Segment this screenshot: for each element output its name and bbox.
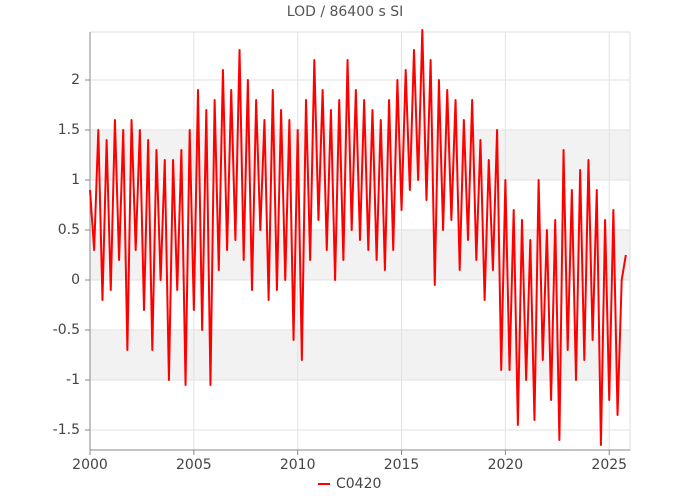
x-tick-label: 2020	[488, 457, 524, 473]
y-tick-label: 0	[71, 272, 80, 288]
y-tick-label: 1.5	[58, 122, 80, 138]
x-tick-label: 2000	[72, 457, 108, 473]
chart-title: LOD / 86400 s SI	[287, 4, 403, 20]
x-tick-label: 2025	[591, 457, 627, 473]
legend-label: C0420	[336, 476, 381, 492]
x-tick-label: 2010	[280, 457, 316, 473]
data-line	[89, 29, 627, 446]
y-tick-label: 0.5	[58, 222, 80, 238]
grid-band	[90, 130, 630, 180]
y-tick-label: 2	[71, 72, 80, 88]
y-tick-label: 1	[71, 172, 80, 188]
y-tick-label: -1.5	[53, 422, 80, 438]
y-tick-label: -0.5	[53, 322, 80, 338]
x-tick-label: 2005	[176, 457, 212, 473]
y-tick-label: -1	[66, 372, 80, 388]
grid-band	[90, 330, 630, 380]
x-tick-label: 2015	[384, 457, 420, 473]
